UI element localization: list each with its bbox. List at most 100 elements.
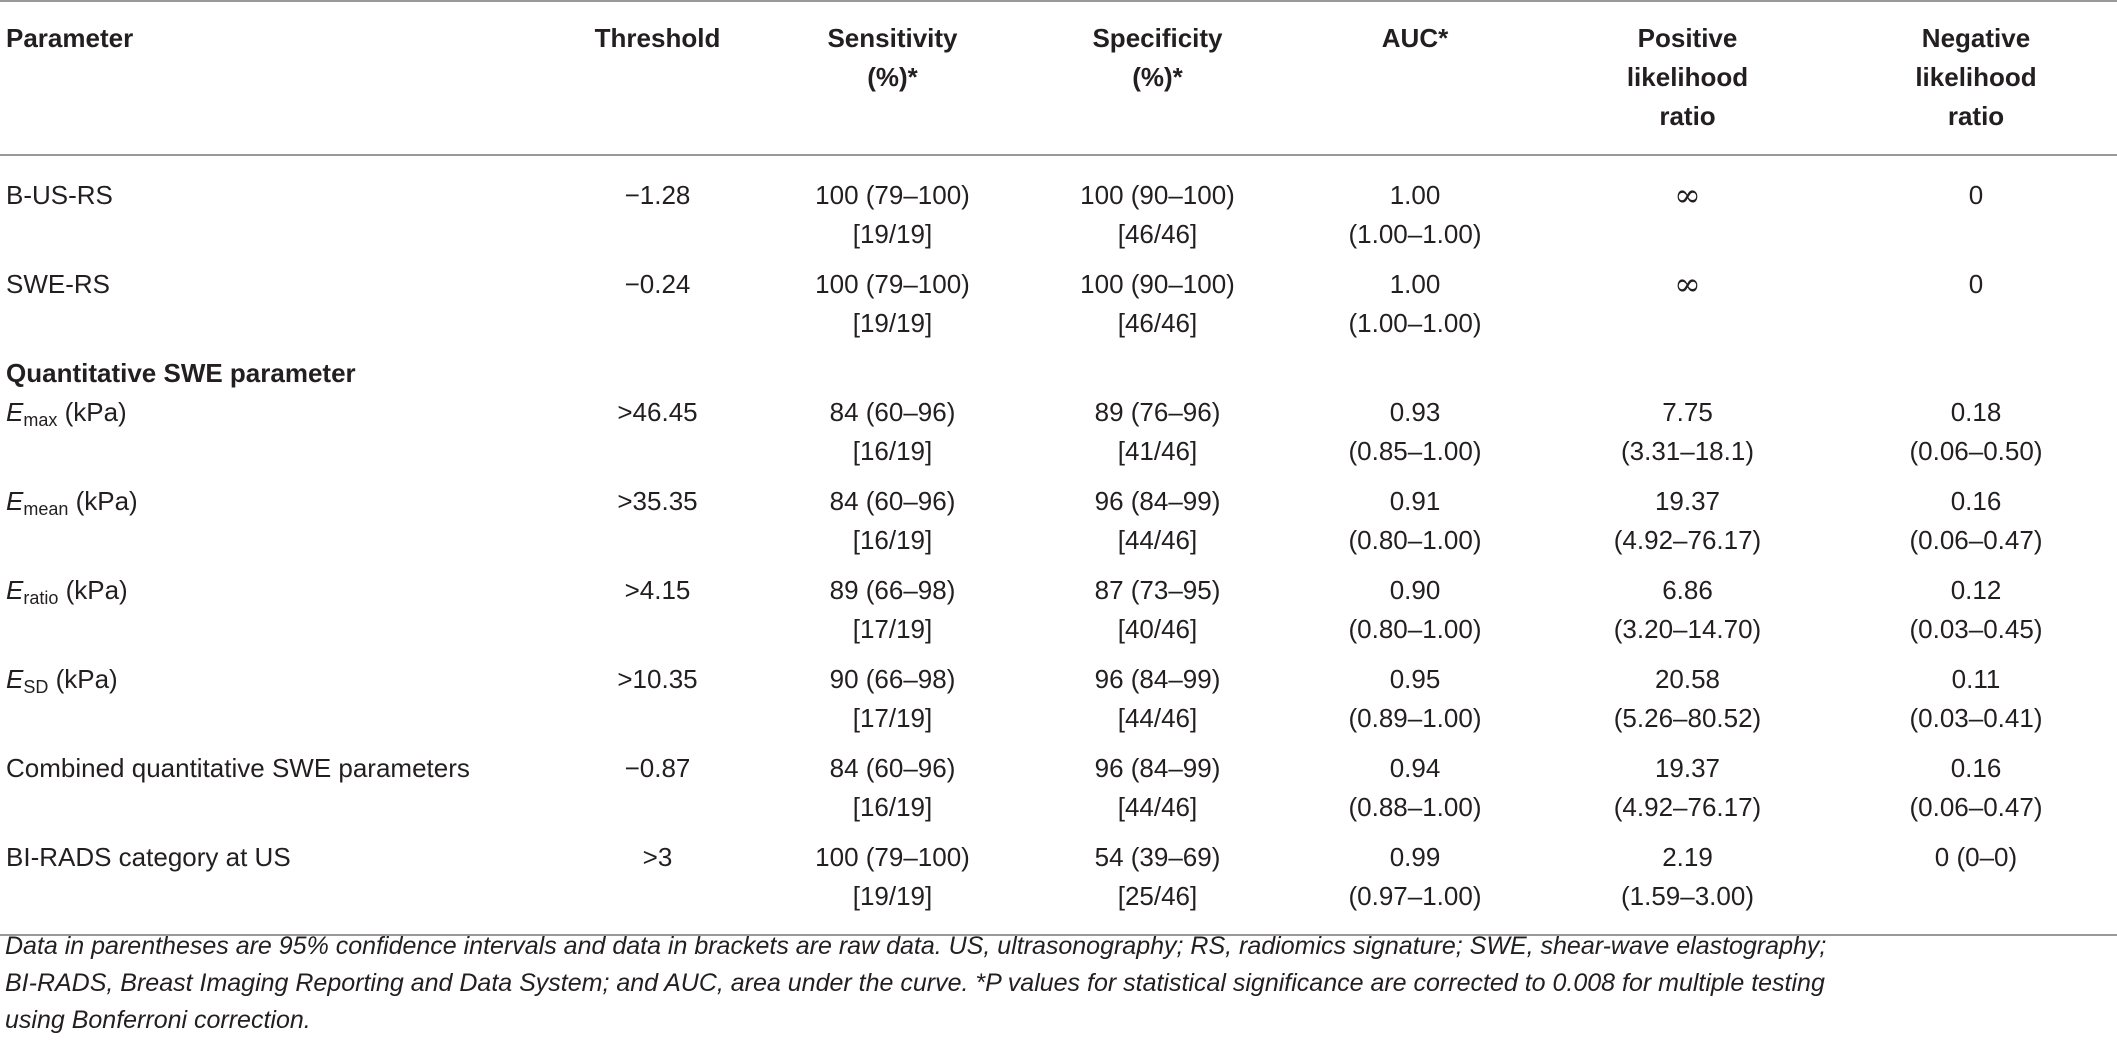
specificity-cell: 100 (90–100) [46/46]	[1025, 265, 1290, 354]
cell-value-line: 7.75	[1662, 397, 1713, 427]
parameter-unit: (kPa)	[68, 486, 138, 516]
specificity-cell: 54 (39–69) [25/46]	[1025, 838, 1290, 935]
auc-cell: 1.00 (1.00–1.00)	[1290, 265, 1540, 354]
cell-value-line: 19.37	[1654, 753, 1721, 783]
negative-lr-cell: 0.16 (0.06–0.47)	[1835, 749, 2117, 838]
auc-cell: 0.91 (0.80–1.00)	[1290, 482, 1540, 571]
specificity-cell: 96 (84–99) [44/46]	[1025, 749, 1290, 838]
cell-value-line: 100 (90–100)	[1080, 180, 1235, 210]
cell-value-line: (0.80–1.00)	[1348, 525, 1482, 555]
table-row: Emean (kPa) >35.35 84 (60–96) [16/19] 96 (84…	[0, 482, 2117, 571]
cell-value-line: 100 (79–100)	[815, 269, 970, 299]
cell-value-line: (3.31–18.1)	[1621, 436, 1754, 466]
cell-value-line: 0	[1968, 269, 1984, 299]
parameter-subscript: ratio	[23, 588, 59, 608]
header-label-line: Parameter	[6, 23, 134, 53]
cell-value-line: [44/46]	[1117, 703, 1198, 733]
header-negative-lr: Negative likelihood ratio	[1835, 1, 2117, 155]
negative-lr-cell: 0	[1835, 155, 2117, 265]
sensitivity-cell: 84 (60–96) [16/19]	[760, 482, 1025, 571]
parameter-subscript: SD	[23, 677, 49, 697]
cell-value-line: 0.12	[1950, 575, 2002, 605]
specificity-cell: 89 (76–96) [41/46]	[1025, 393, 1290, 482]
table-row: B-US-RS −1.28 100 (79–100) [19/19] 100 (90–1…	[0, 155, 2117, 265]
cell-value-line: 96 (84–99)	[1094, 486, 1221, 516]
table-row: Combined quantitative SWE parameters −0.8…	[0, 749, 2117, 838]
table-row: Emax (kPa) >46.45 84 (60–96) [16/19] 89 (76–…	[0, 393, 2117, 482]
cell-value-line: (0.06–0.47)	[1909, 525, 2043, 555]
parameter-cell: SWE-RS	[6, 269, 110, 299]
sensitivity-cell: 100 (79–100) [19/19]	[760, 155, 1025, 265]
cell-value-line: (0.85–1.00)	[1348, 436, 1482, 466]
diagnostic-performance-table: Parameter Threshold Sensitivity (%)* Specifi…	[0, 1, 2117, 935]
cell-value-line: [46/46]	[1117, 308, 1198, 338]
cell-value-line: (0.88–1.00)	[1348, 792, 1482, 822]
cell-value-line: 1.00	[1389, 180, 1441, 210]
positive-lr-cell: 6.86 (3.20–14.70)	[1540, 571, 1835, 660]
parameter-cell: ESD (kPa)	[0, 660, 555, 749]
cell-value-line: 0.11	[1951, 664, 2001, 694]
parameter-unit: (kPa)	[57, 397, 127, 427]
positive-lr-cell: 20.58 (5.26–80.52)	[1540, 660, 1835, 749]
header-sensitivity: Sensitivity (%)*	[760, 1, 1025, 155]
cell-value-line: (4.92–76.17)	[1613, 525, 1762, 555]
parameter-cell: Eratio (kPa)	[0, 571, 555, 660]
sensitivity-cell: 100 (79–100) [19/19]	[760, 265, 1025, 354]
header-label-line: Threshold	[594, 23, 721, 53]
cell-value-line: 87 (73–95)	[1094, 575, 1221, 605]
cell-value-line: 2.19	[1662, 842, 1713, 872]
threshold-cell: >3	[642, 842, 673, 872]
cell-value-line: 0.94	[1389, 753, 1441, 783]
parameter-cell: Emax (kPa)	[0, 393, 555, 482]
cell-value-line: (1.59–3.00)	[1621, 881, 1754, 911]
cell-value-line: [41/46]	[1117, 436, 1198, 466]
threshold-cell: −0.87	[624, 753, 691, 783]
cell-value-line: 0	[1968, 180, 1984, 210]
cell-value-line: [16/19]	[852, 525, 933, 555]
header-label-line: Sensitivity	[827, 23, 958, 53]
sensitivity-cell: 84 (60–96) [16/19]	[760, 749, 1025, 838]
cell-value-line: (0.03–0.45)	[1909, 614, 2043, 644]
section-heading-row: Quantitative SWE parameter	[0, 354, 2117, 393]
sensitivity-cell: 84 (60–96) [16/19]	[760, 393, 1025, 482]
parameter-symbol: E	[6, 486, 24, 516]
sensitivity-cell: 90 (66–98) [17/19]	[760, 660, 1025, 749]
cell-value-line: (0.89–1.00)	[1348, 703, 1482, 733]
cell-value-line: (0.97–1.00)	[1348, 881, 1482, 911]
header-label-line: likelihood	[1915, 62, 2037, 92]
negative-lr-cell: 0.16 (0.06–0.47)	[1835, 482, 2117, 571]
negative-lr-cell: 0.18 (0.06–0.50)	[1835, 393, 2117, 482]
cell-value-line: 0.16	[1950, 753, 2002, 783]
parameter-unit: (kPa)	[48, 664, 118, 694]
cell-value-line: [17/19]	[852, 614, 933, 644]
header-label-line: (%)*	[867, 62, 918, 92]
table-row: SWE-RS −0.24 100 (79–100) [19/19] 100 (90–10…	[0, 265, 2117, 354]
sensitivity-cell: 89 (66–98) [17/19]	[760, 571, 1025, 660]
parameter-symbol: E	[6, 664, 24, 694]
sensitivity-cell: 100 (79–100) [19/19]	[760, 838, 1025, 935]
threshold-cell: >4.15	[624, 575, 691, 605]
cell-value-line: 100 (79–100)	[815, 842, 970, 872]
cell-value-line: (0.06–0.47)	[1909, 792, 2043, 822]
cell-value-line: (0.80–1.00)	[1348, 614, 1482, 644]
positive-lr-cell: 2.19 (1.59–3.00)	[1540, 838, 1835, 935]
header-label-line: likelihood	[1626, 62, 1749, 92]
cell-value-line: 6.86	[1662, 575, 1713, 605]
cell-value-line: 1.00	[1389, 269, 1441, 299]
cell-value-line: [19/19]	[852, 881, 933, 911]
footnote-line: using Bonferroni correction.	[5, 1006, 311, 1034]
cell-value-line: 0.95	[1389, 664, 1441, 694]
cell-value-line: (0.03–0.41)	[1909, 703, 2043, 733]
cell-value-line: 0.99	[1389, 842, 1441, 872]
cell-value-line: [19/19]	[852, 219, 933, 249]
cell-value-line: 54 (39–69)	[1094, 842, 1221, 872]
threshold-cell: −0.24	[624, 269, 691, 299]
header-positive-lr: Positive likelihood ratio	[1540, 1, 1835, 155]
parameter-subscript: max	[23, 410, 58, 430]
cell-value-line: (3.20–14.70)	[1613, 614, 1762, 644]
cell-value-line: 96 (84–99)	[1094, 753, 1221, 783]
cell-value-line: 19.37	[1654, 486, 1721, 516]
table-row: BI-RADS category at US >3 100 (79–100) [19/…	[0, 838, 2117, 935]
auc-cell: 0.94 (0.88–1.00)	[1290, 749, 1540, 838]
cell-value-line: 84 (60–96)	[829, 397, 956, 427]
